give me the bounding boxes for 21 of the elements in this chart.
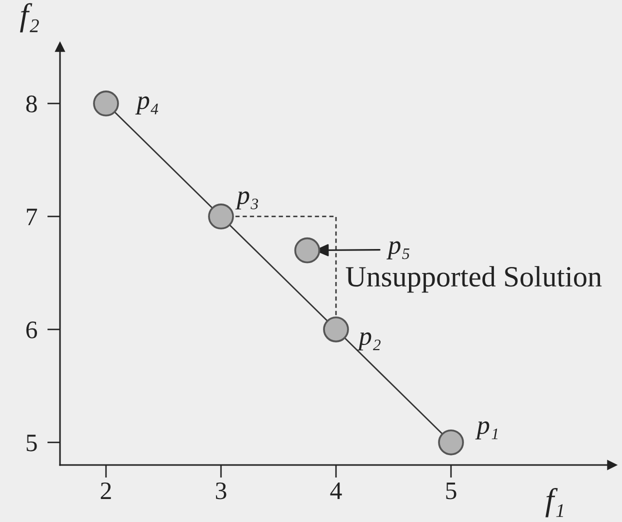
y-tick-label: 8 (26, 96, 37, 112)
y-axis-title: f₂ (20, 3, 39, 32)
point (323, 316, 349, 342)
x-tick-label: 5 (446, 482, 456, 500)
y-tick-label: 6 (26, 322, 38, 338)
point (93, 90, 119, 116)
annotation: p₃ (235, 191, 258, 210)
y-tick-label: 5 (26, 434, 37, 452)
x-tick-label: 2 (100, 482, 111, 500)
annotation: p₂ (357, 332, 381, 350)
x-axis-title: f₁ (546, 488, 564, 518)
annotation: p₁ (475, 421, 498, 440)
x-tick-label: 3 (216, 482, 226, 500)
point (294, 237, 320, 264)
annotation: p₅ (386, 241, 410, 260)
x-tick-label: 4 (330, 482, 342, 500)
y-tick-label: 7 (26, 208, 38, 226)
annotation: Unsupported Solution (346, 266, 602, 293)
point (208, 204, 234, 230)
annotation: p₄ (135, 96, 158, 114)
point (438, 429, 464, 456)
